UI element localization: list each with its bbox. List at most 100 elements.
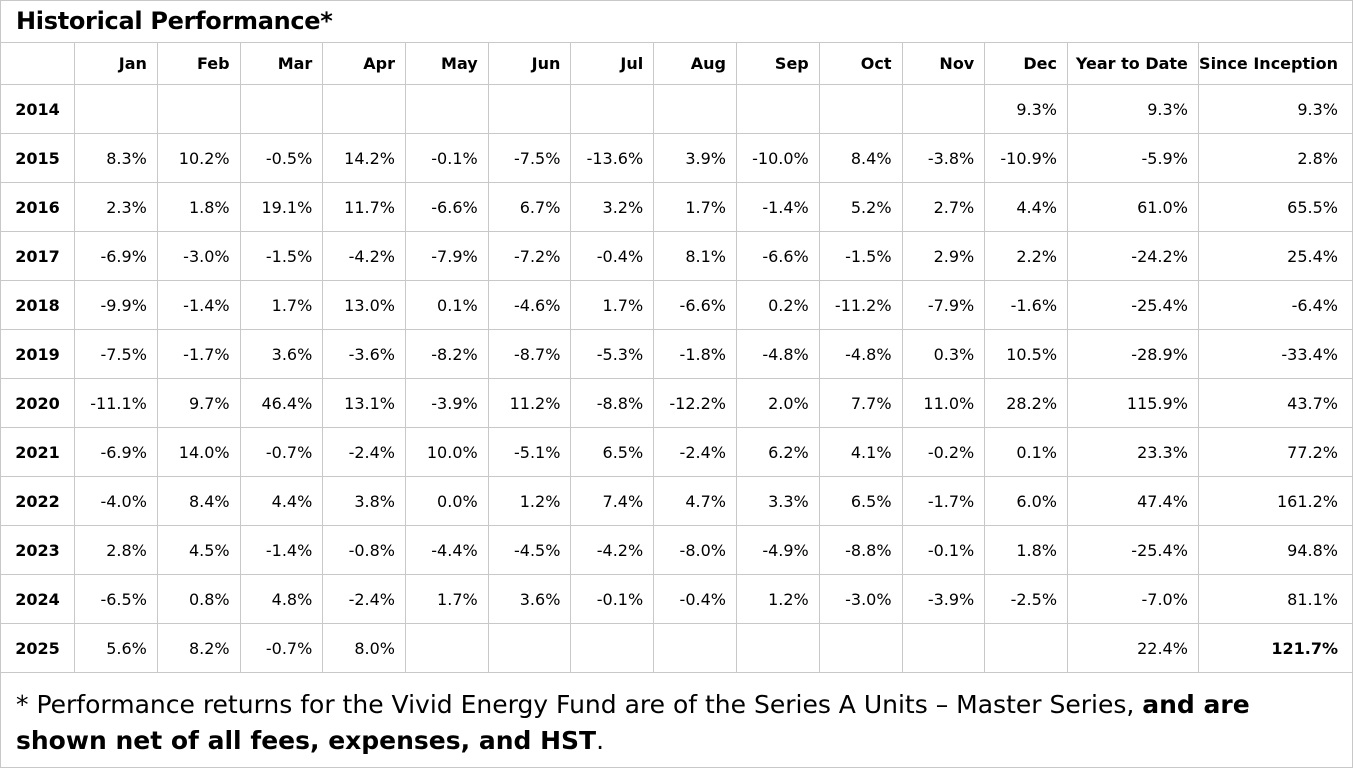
value-cell: 10.2% [156, 133, 241, 183]
value-cell: -6.9% [74, 231, 158, 281]
value-cell: -4.8% [818, 329, 903, 379]
value-cell: -7.5% [487, 133, 572, 183]
value-cell: -0.4% [570, 231, 655, 281]
value-cell: -3.9% [405, 378, 489, 428]
performance-table: Jan Feb Mar Apr May Jun Jul Aug Sep Oct Nov Dec Year… [1, 43, 1352, 673]
value-cell: -7.2% [487, 231, 572, 281]
value-cell: 8.4% [818, 133, 903, 183]
value-cell: -0.1% [901, 525, 986, 575]
value-cell: -28.9% [1067, 329, 1199, 379]
value-cell: -1.7% [156, 329, 241, 379]
value-cell: -0.5% [239, 133, 324, 183]
column-header: Sep [735, 43, 820, 85]
footnote: * Performance returns for the Vivid Ener… [16, 687, 1336, 759]
value-cell: 2.9% [901, 231, 986, 281]
value-cell: -7.5% [74, 329, 158, 379]
value-cell: 0.8% [156, 574, 241, 624]
value-cell: -8.7% [487, 329, 572, 379]
year-cell: 2025 [1, 623, 76, 673]
year-cell: 2015 [1, 133, 76, 183]
value-cell: 6.0% [984, 476, 1069, 526]
column-header: Year to Date [1067, 43, 1199, 85]
value-cell: -3.6% [322, 329, 406, 379]
value-cell: -1.4% [156, 280, 241, 330]
value-cell: -4.2% [570, 525, 655, 575]
value-cell: -2.4% [653, 427, 737, 477]
value-cell [487, 623, 572, 673]
value-cell: 1.8% [156, 182, 241, 232]
value-cell: 1.7% [239, 280, 324, 330]
value-cell [901, 84, 986, 134]
value-cell [735, 84, 820, 134]
value-cell: 46.4% [239, 378, 324, 428]
value-cell: 11.7% [322, 182, 406, 232]
value-cell: 11.2% [487, 378, 572, 428]
footnote-emphasis: and are shown net of all fees, expenses,… [16, 690, 1250, 755]
value-cell: -4.4% [405, 525, 489, 575]
value-cell: 77.2% [1197, 427, 1352, 477]
value-cell: 6.7% [487, 182, 572, 232]
value-cell [570, 623, 655, 673]
year-cell: 2019 [1, 329, 76, 379]
value-cell: -7.9% [901, 280, 986, 330]
column-header: Jul [570, 43, 655, 85]
column-header: Jan [74, 43, 158, 85]
column-header: Apr [322, 43, 406, 85]
value-cell: -3.8% [901, 133, 986, 183]
year-cell: 2014 [1, 84, 76, 134]
table-row: 2015 8.3% 10.2% -0.5% 14.2% -0.1% -7.5% -13.6% 3… [1, 133, 1352, 183]
value-cell: -1.5% [239, 231, 324, 281]
value-cell: 10.0% [405, 427, 489, 477]
value-cell: -8.8% [818, 525, 903, 575]
value-cell: 1.7% [405, 574, 489, 624]
value-cell: 22.4% [1067, 623, 1199, 673]
value-cell: -0.1% [405, 133, 489, 183]
value-cell: -6.6% [735, 231, 820, 281]
value-cell: -6.6% [653, 280, 737, 330]
value-cell: 8.0% [322, 623, 406, 673]
table-header: Jan Feb Mar Apr May Jun Jul Aug Sep Oct Nov Dec Year… [1, 43, 1352, 85]
value-cell: -4.2% [322, 231, 406, 281]
value-cell: -33.4% [1197, 329, 1352, 379]
value-cell: -1.7% [901, 476, 986, 526]
column-header: Mar [239, 43, 324, 85]
value-cell: -3.9% [901, 574, 986, 624]
value-cell: 14.0% [156, 427, 241, 477]
value-cell: 5.6% [74, 623, 158, 673]
value-cell [901, 623, 986, 673]
footnote-end: . [596, 726, 605, 755]
value-cell: -6.9% [74, 427, 158, 477]
value-cell: 1.2% [735, 574, 820, 624]
value-cell: 2.0% [735, 378, 820, 428]
year-cell: 2016 [1, 182, 76, 232]
value-cell: 3.2% [570, 182, 655, 232]
value-cell: -4.5% [487, 525, 572, 575]
column-header: Since Inception [1197, 43, 1352, 85]
value-cell: -25.4% [1067, 525, 1199, 575]
value-cell: -9.9% [74, 280, 158, 330]
value-cell: 14.2% [322, 133, 406, 183]
value-cell: -1.8% [653, 329, 737, 379]
value-cell: -24.2% [1067, 231, 1199, 281]
value-cell: -8.0% [653, 525, 737, 575]
value-cell: -3.0% [156, 231, 241, 281]
page-title: Historical Performance* [16, 7, 333, 35]
column-header: Aug [653, 43, 737, 85]
value-cell: 11.0% [901, 378, 986, 428]
value-cell: -2.4% [322, 574, 406, 624]
value-cell: 7.7% [818, 378, 903, 428]
value-cell: 2.2% [984, 231, 1069, 281]
value-cell: 6.5% [818, 476, 903, 526]
value-cell: 47.4% [1067, 476, 1199, 526]
header-row: Jan Feb Mar Apr May Jun Jul Aug Sep Oct Nov Dec Year… [1, 43, 1352, 85]
value-cell: -6.4% [1197, 280, 1352, 330]
value-cell: 6.5% [570, 427, 655, 477]
table-row: 2018 -9.9% -1.4% 1.7% 13.0% 0.1% -4.6% 1.7% -6.6… [1, 280, 1352, 330]
value-cell: -11.1% [74, 378, 158, 428]
value-cell: 161.2% [1197, 476, 1352, 526]
value-cell: -0.2% [901, 427, 986, 477]
value-cell: -0.1% [570, 574, 655, 624]
value-cell: 4.1% [818, 427, 903, 477]
table-row: 2016 2.3% 1.8% 19.1% 11.7% -6.6% 6.7% 3.2% 1.7% -… [1, 182, 1352, 232]
